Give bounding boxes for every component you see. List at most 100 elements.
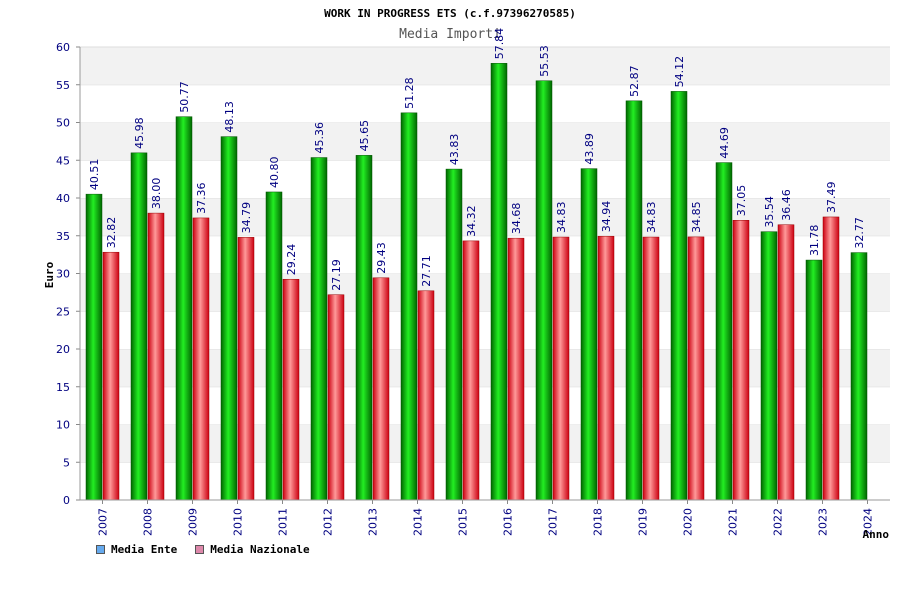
legend: Media Ente Media Nazionale bbox=[96, 543, 310, 556]
y-tick-label: 50 bbox=[56, 117, 70, 130]
data-label: 34.83 bbox=[645, 202, 658, 234]
bar-media-ente bbox=[265, 191, 283, 501]
data-label: 34.83 bbox=[555, 202, 568, 234]
bar-media-nazionale bbox=[372, 277, 390, 501]
x-tick-label: 2020 bbox=[682, 508, 695, 536]
data-label: 44.69 bbox=[718, 127, 731, 159]
y-tick-label: 10 bbox=[56, 419, 70, 432]
data-label: 52.87 bbox=[628, 65, 641, 97]
legend-item-nazionale[interactable]: Media Nazionale bbox=[195, 543, 310, 556]
x-tick-label: 2009 bbox=[187, 508, 200, 536]
legend-label-ente: Media Ente bbox=[111, 543, 178, 556]
y-tick-label: 25 bbox=[56, 305, 70, 318]
grid-band bbox=[80, 273, 890, 312]
bar-media-ente bbox=[535, 80, 553, 501]
grid-band bbox=[80, 122, 890, 161]
legend-item-ente[interactable]: Media Ente bbox=[96, 543, 177, 556]
bar-media-ente bbox=[445, 168, 463, 501]
x-tick-label: 2019 bbox=[637, 508, 650, 536]
bar-media-nazionale bbox=[732, 220, 750, 501]
y-tick-label: 30 bbox=[56, 268, 70, 281]
data-label: 27.19 bbox=[330, 259, 343, 291]
data-label: 37.05 bbox=[735, 185, 748, 217]
chart-subtitle: Media Importi bbox=[399, 27, 501, 42]
x-tick-label: 2017 bbox=[547, 508, 560, 536]
chart-title: WORK IN PROGRESS ETS (c.f.97396270585) bbox=[324, 7, 576, 20]
x-tick-label: 2023 bbox=[817, 508, 830, 536]
bar-media-nazionale bbox=[642, 236, 660, 501]
bar-media-ente bbox=[580, 168, 598, 501]
bar-media-nazionale bbox=[822, 216, 840, 501]
bar-media-nazionale bbox=[462, 240, 480, 501]
x-axis-title: Anno bbox=[863, 528, 890, 541]
data-label: 38.00 bbox=[150, 178, 163, 210]
x-tick-label: 2021 bbox=[727, 508, 740, 536]
grid-band bbox=[80, 47, 890, 85]
bar-media-nazionale bbox=[237, 237, 255, 501]
y-tick-label: 60 bbox=[56, 41, 70, 54]
bar-media-nazionale bbox=[102, 251, 120, 501]
grid-band bbox=[80, 84, 890, 123]
bar-media-ente bbox=[220, 136, 238, 501]
x-axis-ticks: 2007 2008 2009 2010 2011 2012 2013 2014 2015 2016… bbox=[97, 500, 875, 536]
bar-media-ente bbox=[130, 152, 148, 501]
bar-media-nazionale bbox=[777, 224, 795, 501]
bar-media-ente bbox=[760, 231, 778, 501]
data-label: 34.94 bbox=[600, 201, 613, 233]
bar-media-nazionale bbox=[417, 290, 435, 501]
data-label: 45.65 bbox=[358, 120, 371, 152]
data-label: 31.78 bbox=[808, 225, 821, 257]
data-label: 37.36 bbox=[195, 182, 208, 214]
bar-media-ente bbox=[490, 63, 508, 501]
legend-swatch-ente bbox=[96, 545, 105, 554]
y-axis-title: Euro bbox=[43, 261, 56, 288]
bar-media-ente bbox=[715, 162, 733, 501]
data-label: 40.80 bbox=[268, 156, 281, 188]
bar-media-ente bbox=[625, 100, 643, 501]
data-label: 34.32 bbox=[465, 205, 478, 237]
data-label: 45.36 bbox=[313, 122, 326, 154]
x-tick-label: 2014 bbox=[412, 508, 425, 536]
data-label: 29.24 bbox=[285, 244, 298, 276]
x-tick-label: 2007 bbox=[97, 508, 110, 536]
data-label: 27.71 bbox=[420, 255, 433, 287]
bar-media-nazionale bbox=[282, 278, 300, 501]
data-label: 55.53 bbox=[538, 45, 551, 77]
data-label: 34.79 bbox=[240, 202, 253, 234]
y-tick-label: 15 bbox=[56, 381, 70, 394]
bar-media-ente bbox=[355, 155, 373, 501]
grid-band bbox=[80, 160, 890, 198]
legend-label-nazionale: Media Nazionale bbox=[210, 543, 310, 556]
data-label: 35.54 bbox=[763, 196, 776, 228]
grid-band bbox=[80, 198, 890, 236]
bar-media-ente bbox=[85, 193, 103, 501]
bar-media-nazionale bbox=[552, 236, 570, 501]
bar-media-nazionale bbox=[147, 212, 165, 501]
x-tick-label: 2024 bbox=[862, 508, 875, 536]
data-label: 29.43 bbox=[375, 242, 388, 274]
grid-band bbox=[80, 462, 890, 500]
x-tick-label: 2018 bbox=[592, 508, 605, 536]
x-tick-label: 2016 bbox=[502, 508, 515, 536]
bar-media-nazionale bbox=[507, 237, 525, 501]
data-label: 51.28 bbox=[403, 77, 416, 109]
bar-media-ente bbox=[175, 116, 193, 501]
x-tick-label: 2022 bbox=[772, 508, 785, 536]
data-label: 48.13 bbox=[223, 101, 236, 133]
data-label: 36.46 bbox=[780, 189, 793, 221]
grid-bands bbox=[80, 46, 890, 500]
data-label: 34.85 bbox=[690, 201, 703, 233]
legend-swatch-nazionale bbox=[195, 545, 205, 554]
x-tick-label: 2011 bbox=[277, 508, 290, 536]
data-label: 43.89 bbox=[583, 133, 596, 165]
bar-media-ente bbox=[670, 91, 688, 501]
y-tick-label: 0 bbox=[63, 494, 70, 507]
bar-media-ente bbox=[805, 259, 823, 501]
data-label: 50.77 bbox=[178, 81, 191, 113]
y-tick-label: 5 bbox=[63, 456, 70, 469]
bar-media-ente bbox=[310, 157, 328, 501]
bars-group: 40.51 32.82 45.98 38.00 50.77 37.36 48.13 34.79… bbox=[85, 28, 868, 501]
grid-band bbox=[80, 424, 890, 463]
grid-band bbox=[80, 235, 890, 274]
